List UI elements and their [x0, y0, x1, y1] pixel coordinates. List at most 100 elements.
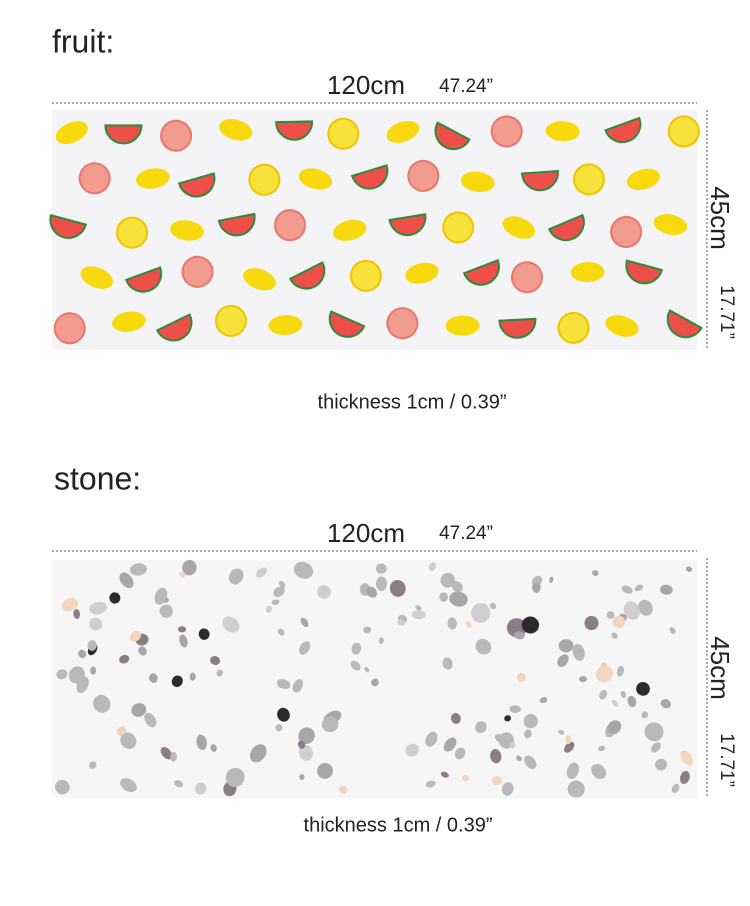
stone [159, 604, 173, 618]
fruit [112, 311, 146, 332]
stone [130, 630, 142, 642]
lemon [460, 171, 495, 192]
citrus [610, 215, 643, 248]
stone [627, 695, 637, 708]
stone [56, 669, 68, 680]
stone [439, 592, 449, 602]
lemon [298, 168, 333, 190]
stone [297, 740, 306, 749]
stone [277, 707, 290, 722]
stone [317, 763, 333, 779]
stone [514, 631, 525, 640]
fruit [407, 159, 440, 192]
stone [129, 563, 147, 576]
stone [461, 775, 469, 782]
lemon [170, 220, 204, 241]
stone [504, 715, 512, 722]
stone [465, 621, 472, 628]
stone [375, 563, 387, 574]
citrus [181, 255, 214, 288]
stone [144, 712, 157, 728]
stone [611, 700, 619, 707]
stone [376, 576, 388, 591]
fruit [214, 304, 247, 337]
citrus [327, 117, 360, 150]
fruit [78, 162, 111, 195]
fruit [502, 216, 536, 239]
stone [271, 599, 280, 605]
stone [440, 572, 456, 588]
fruit [332, 219, 367, 241]
stone [558, 729, 565, 735]
stone [317, 585, 332, 599]
stone [366, 586, 378, 598]
stone [612, 615, 626, 628]
fruit [666, 309, 703, 339]
lemon [605, 315, 639, 337]
fruit [328, 310, 366, 338]
stone [76, 676, 89, 694]
citrus [248, 163, 281, 196]
fruit [80, 266, 113, 289]
watermelon [124, 266, 163, 293]
stone [411, 610, 426, 620]
stone [584, 615, 599, 631]
stone [378, 637, 384, 644]
stone [607, 720, 622, 735]
stone [89, 617, 103, 631]
stone [644, 722, 664, 742]
stone [171, 675, 183, 687]
citrus [78, 162, 111, 195]
stone [516, 672, 526, 682]
lemon [135, 168, 170, 189]
stone [611, 632, 618, 639]
fruit [557, 311, 590, 344]
stone [61, 598, 79, 612]
stone [90, 666, 96, 675]
stone [521, 616, 540, 634]
fruit [160, 119, 193, 152]
fruit [667, 115, 700, 148]
stone [120, 732, 137, 749]
lemon [405, 262, 439, 284]
stone [671, 783, 680, 793]
citrus [349, 259, 382, 292]
watermelon [498, 317, 537, 339]
stone [516, 755, 522, 762]
fruit [274, 209, 307, 242]
stone [277, 628, 285, 636]
fruit [605, 315, 639, 337]
stone [566, 762, 579, 780]
fruit [268, 314, 303, 336]
fruit [124, 266, 163, 293]
stone [669, 627, 676, 634]
height-inch: 17.71” [716, 733, 737, 787]
stone [621, 585, 633, 594]
watermelon [388, 213, 427, 237]
stone [598, 745, 606, 752]
watermelon [288, 261, 326, 290]
lemon [80, 266, 113, 289]
stone [449, 591, 468, 607]
fruit [570, 262, 605, 283]
stone [565, 734, 572, 745]
stone [293, 561, 314, 579]
stone [292, 679, 304, 693]
stone [55, 779, 70, 795]
fruit [350, 164, 389, 190]
fruit-section: fruit: 120cm 47.24” 45cm 17.71” thicknes… [49, 23, 737, 413]
lemon [268, 314, 303, 336]
stone [300, 617, 309, 628]
fruit [388, 213, 427, 237]
citrus [160, 119, 193, 152]
fruit [626, 168, 660, 191]
watermelon [155, 313, 193, 342]
lemon [55, 121, 88, 145]
fruit [248, 163, 281, 196]
thickness: thickness 1cm / 0.39” [304, 814, 493, 836]
stone [279, 580, 286, 589]
fruit [155, 313, 193, 342]
stone-section: stone: 120cm 47.24” 45cm 17.71” thicknes… [52, 460, 737, 836]
citrus [557, 311, 590, 344]
